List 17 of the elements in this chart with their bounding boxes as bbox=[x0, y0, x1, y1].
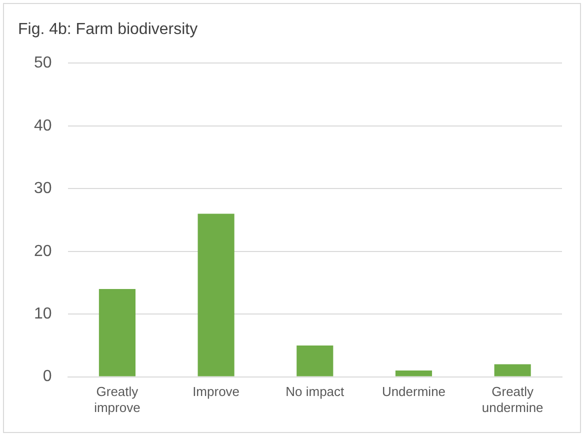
bar bbox=[395, 370, 432, 376]
bar bbox=[98, 288, 136, 376]
bar bbox=[494, 364, 531, 376]
chart-title: Fig. 4b: Farm biodiversity bbox=[18, 21, 198, 38]
y-tick-label: 10 bbox=[34, 305, 52, 322]
bar bbox=[296, 345, 334, 376]
y-tick-label: 50 bbox=[34, 54, 52, 72]
y-tick-label: 20 bbox=[34, 242, 52, 260]
x-tick-label: Improve bbox=[192, 384, 240, 400]
y-tick-label: 30 bbox=[34, 180, 52, 198]
y-tick-label: 0 bbox=[42, 368, 52, 386]
x-tick-label: Undermine bbox=[382, 384, 446, 400]
x-tick-label: Greatly improve bbox=[94, 384, 140, 415]
x-tick-label: No impact bbox=[286, 384, 345, 400]
x-tick-label: Greatly undermine bbox=[482, 384, 544, 415]
y-tick-label: 40 bbox=[34, 117, 52, 134]
bar bbox=[198, 214, 234, 376]
